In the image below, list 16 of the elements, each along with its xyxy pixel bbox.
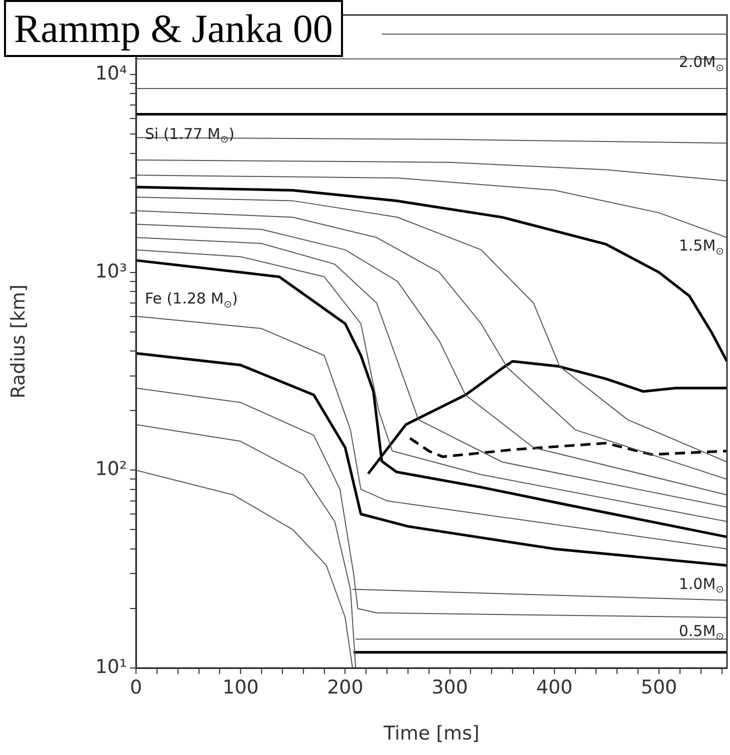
x-tick-label: 300: [432, 676, 468, 698]
y-tick-label: 10³: [95, 260, 127, 282]
x-tick-label: 0: [130, 676, 142, 698]
y-tick-label: 10¹: [95, 656, 127, 678]
x-tick-label: 200: [327, 676, 364, 698]
y-axis-title: Radius [km]: [7, 284, 30, 399]
x-axis-title: Time [ms]: [382, 722, 480, 745]
x-tick-label: 500: [640, 676, 678, 698]
y-tick-label: 10⁴: [95, 62, 128, 84]
x-tick-label: 400: [536, 676, 573, 698]
annotation: 1.5M⊙: [678, 236, 724, 258]
annotation: 1.0M⊙: [678, 574, 724, 596]
y-tick-label: 10²: [95, 458, 127, 480]
x-tick-label: 100: [222, 676, 259, 698]
annotation: Fe (1.28 M⊙): [144, 290, 238, 310]
chart-title: Rammp & Janka 00: [4, 0, 343, 57]
